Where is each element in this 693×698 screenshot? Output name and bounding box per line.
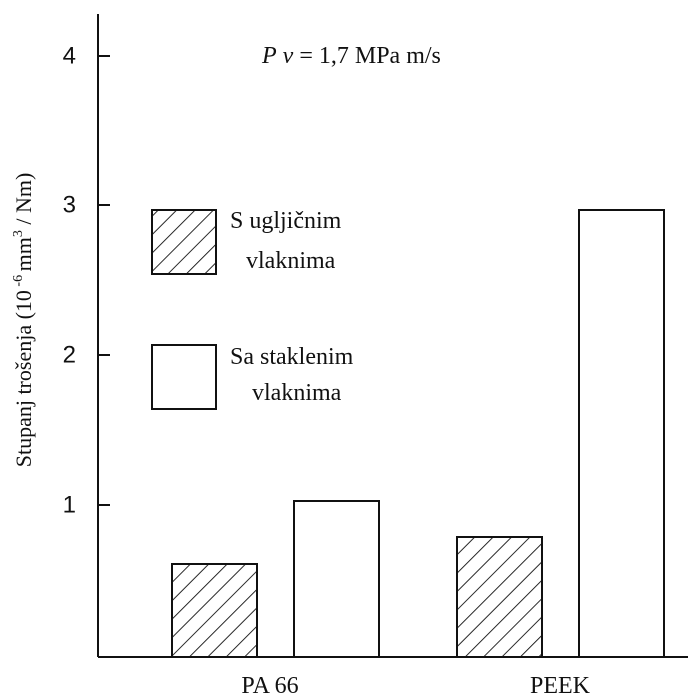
bar-peek-glass [578, 209, 665, 658]
bar-pa66-carbon [171, 563, 258, 658]
legend-label-carbon-line2: vlaknima [246, 248, 336, 274]
legend-swatch-carbon [151, 209, 217, 275]
y-axis-label-exp1: -6 [11, 271, 26, 290]
y-axis-label-mid: mm [11, 237, 36, 271]
legend-label-glass-line1: Sa staklenim [230, 344, 354, 370]
legend-label-carbon-line1: S ugljičnim [230, 208, 342, 234]
legend: S ugljičnim vlaknima Sa staklenim vlakni… [151, 208, 354, 410]
bars [171, 209, 665, 658]
y-tick-labels: 1 2 3 4 [63, 43, 76, 519]
pv-annotation-rest: = 1,7 MPa m/s [293, 43, 441, 69]
y-axis-label: Stupanj trošenja (10 -6 mm3 / Nm) [11, 173, 36, 468]
y-ticks [98, 55, 110, 506]
x-tick-label-peek: PEEK [530, 673, 591, 698]
y-tick-label-1: 1 [63, 492, 76, 519]
y-tick-label-2: 2 [63, 342, 76, 369]
pv-annotation-v: v [283, 43, 294, 69]
y-axis-label-exp2: 3 [11, 230, 26, 237]
y-tick-label-3: 3 [63, 192, 76, 219]
y-tick-label-4: 4 [63, 43, 76, 70]
pv-annotation-p: P [261, 43, 277, 69]
x-tick-label-pa66: PA 66 [241, 673, 298, 698]
bar-peek-carbon [456, 536, 543, 658]
x-tick-labels: PA 66 PEEK [241, 673, 590, 698]
y-axis-label-main: Stupanj trošenja (10 [11, 290, 36, 467]
y-axis-label-end: / Nm) [11, 173, 36, 230]
bar-pa66-glass [293, 500, 380, 658]
legend-swatch-glass [151, 344, 217, 410]
legend-label-glass-line2: vlaknima [252, 380, 342, 406]
